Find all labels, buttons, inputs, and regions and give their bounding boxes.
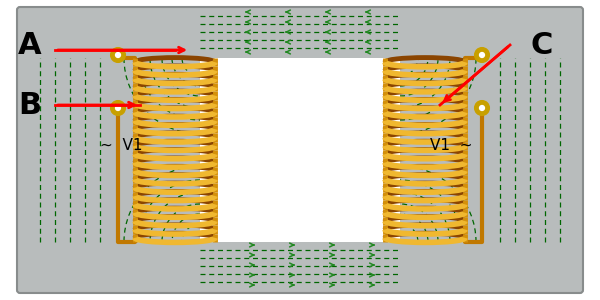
Circle shape <box>475 101 489 115</box>
Text: C: C <box>530 31 553 59</box>
Bar <box>200 58 400 242</box>
Text: V1  ~: V1 ~ <box>430 137 473 152</box>
FancyBboxPatch shape <box>17 7 583 293</box>
Circle shape <box>479 105 485 111</box>
Circle shape <box>115 52 121 58</box>
Circle shape <box>115 105 121 111</box>
Circle shape <box>475 48 489 62</box>
Circle shape <box>479 52 485 58</box>
Text: A: A <box>18 31 41 59</box>
Text: ~  V1: ~ V1 <box>100 137 143 152</box>
Circle shape <box>111 101 125 115</box>
Text: B: B <box>18 91 41 119</box>
Circle shape <box>111 48 125 62</box>
